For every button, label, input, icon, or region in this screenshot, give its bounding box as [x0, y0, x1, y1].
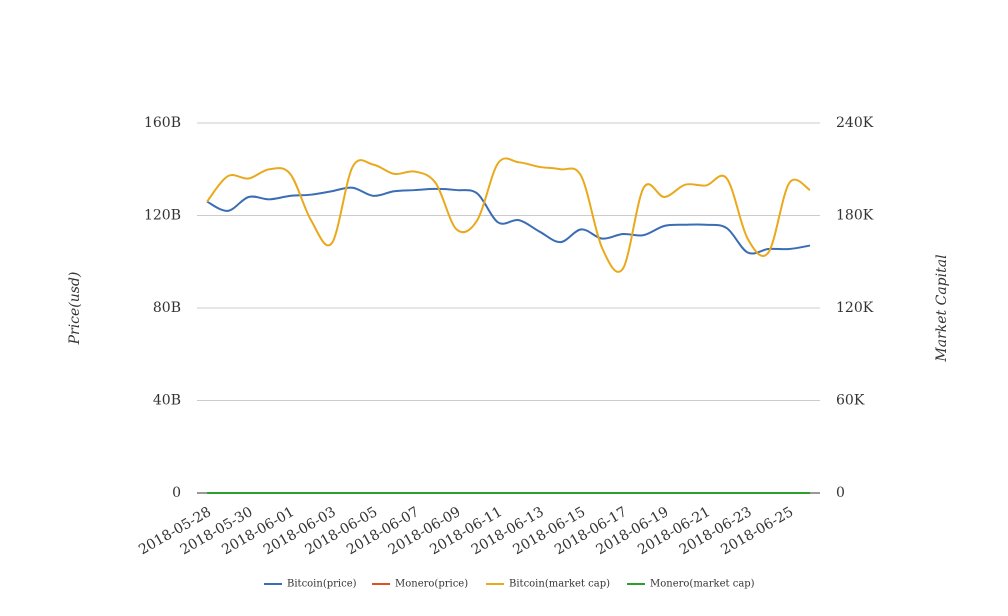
y2-tick-label: 60K: [836, 393, 865, 409]
y-tick-label: 160B: [144, 115, 181, 131]
y-tick-label: 120B: [144, 208, 181, 224]
y-tick-label: 80B: [153, 300, 181, 316]
y2-tick-label: 240K: [836, 115, 874, 131]
legend-label: Bitcoin(market cap): [509, 579, 610, 590]
series-line: [206, 186, 811, 255]
y2-tick-label: 0: [836, 485, 845, 501]
legend-label: Monero(price): [395, 579, 468, 590]
legend-label: Bitcoin(price): [287, 579, 357, 590]
y-axis-title: Price(usd): [67, 272, 83, 346]
y2-axis-title: Market Capital: [934, 254, 950, 362]
legend-label: Monero(market cap): [650, 579, 755, 590]
series-line: [206, 157, 811, 273]
legend: Bitcoin(price) Monero(price) Bitcoin(marke…: [264, 579, 755, 590]
y-tick-label: 40B: [153, 393, 181, 409]
y2-tick-label: 120K: [836, 300, 874, 316]
y2-tick-label: 180K: [836, 208, 874, 224]
y-tick-label: 0: [172, 485, 181, 501]
